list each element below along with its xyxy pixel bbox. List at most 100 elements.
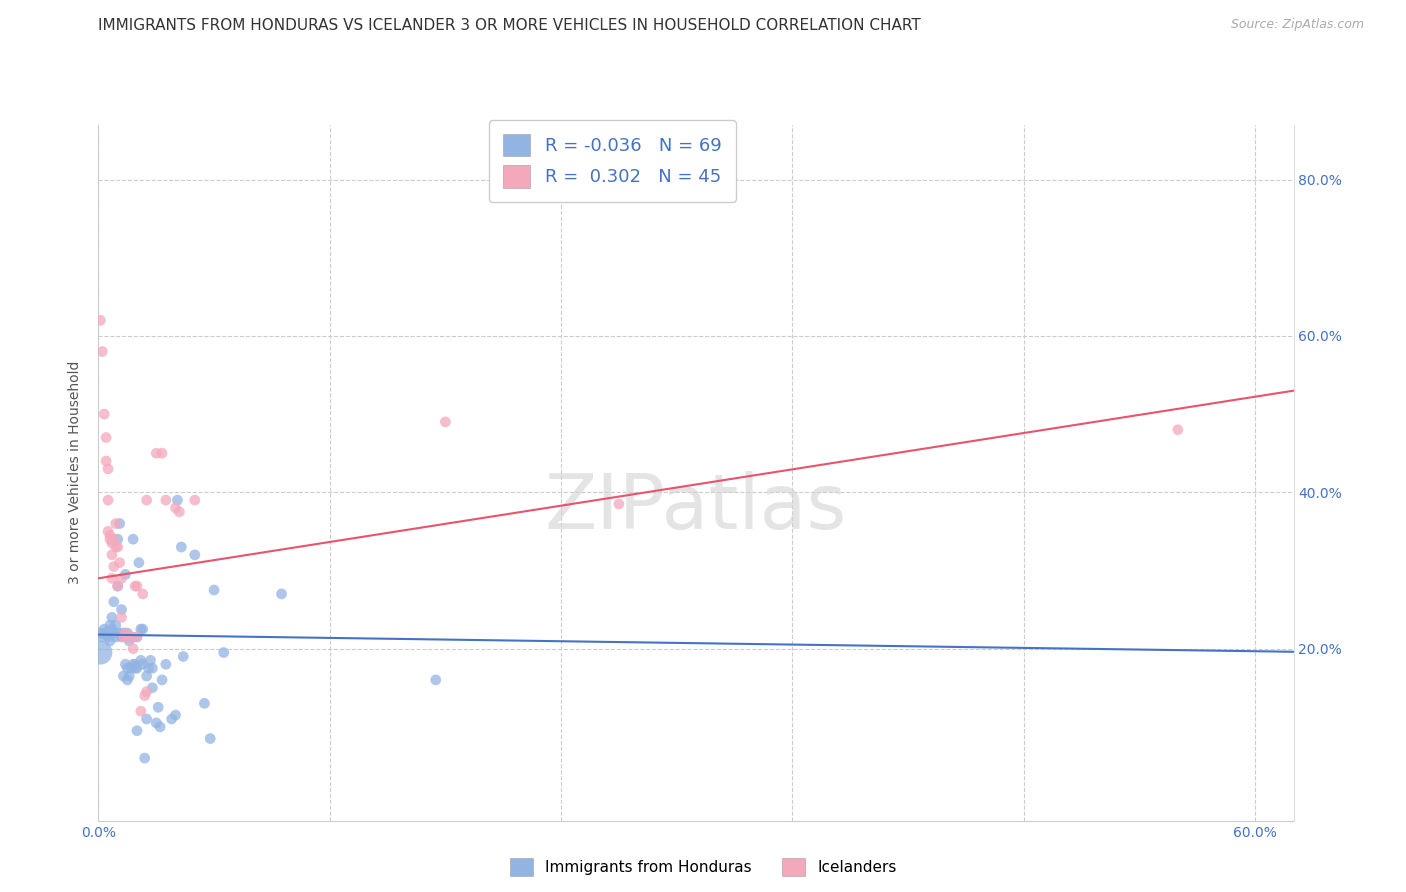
Point	[135, 712, 157, 726]
Point	[98, 532, 121, 546]
Point	[97, 630, 120, 644]
Point	[112, 630, 135, 644]
Legend: Immigrants from Honduras, Icelanders: Immigrants from Honduras, Icelanders	[503, 852, 903, 882]
Point	[101, 548, 124, 562]
Point	[110, 602, 132, 616]
Point	[141, 661, 163, 675]
Point	[141, 681, 163, 695]
Point	[165, 708, 187, 723]
Point	[120, 661, 142, 675]
Point	[129, 704, 152, 718]
Point	[101, 610, 124, 624]
Point	[166, 493, 188, 508]
Point	[124, 661, 146, 675]
Point	[97, 493, 120, 508]
Point	[425, 673, 447, 687]
Point	[165, 500, 187, 515]
Point	[212, 646, 235, 660]
Point	[125, 661, 148, 675]
Point	[193, 697, 215, 711]
Point	[124, 657, 146, 672]
Point	[124, 579, 146, 593]
Point	[138, 661, 160, 675]
Text: Source: ZipAtlas.com: Source: ZipAtlas.com	[1230, 18, 1364, 31]
Point	[117, 661, 139, 675]
Point	[122, 641, 145, 656]
Point	[134, 751, 156, 765]
Point	[129, 622, 152, 636]
Point	[110, 610, 132, 624]
Point	[117, 673, 139, 687]
Point	[112, 669, 135, 683]
Point	[89, 313, 111, 327]
Point	[93, 622, 115, 636]
Point	[118, 633, 141, 648]
Point	[120, 630, 142, 644]
Point	[172, 649, 194, 664]
Point	[134, 689, 156, 703]
Text: ZIPatlas: ZIPatlas	[544, 471, 848, 544]
Point	[434, 415, 457, 429]
Point	[94, 454, 117, 468]
Point	[107, 540, 129, 554]
Point	[104, 618, 127, 632]
Legend: R = -0.036   N = 69, R =  0.302   N = 45: R = -0.036 N = 69, R = 0.302 N = 45	[489, 120, 735, 202]
Point	[128, 556, 150, 570]
Point	[184, 548, 207, 562]
Point	[104, 630, 127, 644]
Point	[184, 493, 207, 508]
Point	[120, 630, 142, 644]
Point	[110, 571, 132, 585]
Point	[122, 532, 145, 546]
Point	[160, 712, 183, 726]
Point	[155, 657, 177, 672]
Point	[139, 653, 162, 667]
Point	[135, 669, 157, 683]
Point	[169, 505, 191, 519]
Point	[101, 571, 124, 585]
Point	[125, 630, 148, 644]
Point	[104, 516, 127, 531]
Point	[150, 673, 173, 687]
Point	[89, 626, 111, 640]
Point	[89, 646, 111, 660]
Point	[108, 626, 131, 640]
Point	[118, 669, 141, 683]
Point	[114, 567, 136, 582]
Point	[125, 630, 148, 644]
Point	[101, 622, 124, 636]
Point	[97, 624, 120, 639]
Text: IMMIGRANTS FROM HONDURAS VS ICELANDER 3 OR MORE VEHICLES IN HOUSEHOLD CORRELATIO: IMMIGRANTS FROM HONDURAS VS ICELANDER 3 …	[98, 18, 921, 33]
Point	[97, 524, 120, 539]
Point	[91, 630, 114, 644]
Point	[607, 497, 630, 511]
Point	[97, 462, 120, 476]
Point	[135, 684, 157, 698]
Point	[93, 626, 115, 640]
Point	[150, 446, 173, 460]
Point	[148, 700, 170, 714]
Point	[132, 587, 155, 601]
Point	[98, 618, 121, 632]
Point	[108, 556, 131, 570]
Point	[132, 622, 155, 636]
Point	[125, 579, 148, 593]
Point	[122, 657, 145, 672]
Point	[200, 731, 222, 746]
Point	[107, 579, 129, 593]
Point	[117, 630, 139, 644]
Point	[145, 715, 167, 730]
Point	[93, 407, 115, 421]
Point	[114, 657, 136, 672]
Point	[108, 516, 131, 531]
Point	[107, 532, 129, 546]
Point	[94, 627, 117, 641]
Point	[103, 626, 125, 640]
Point	[117, 626, 139, 640]
Point	[145, 446, 167, 460]
Point	[125, 723, 148, 738]
Point	[149, 720, 172, 734]
Point	[101, 536, 124, 550]
Point	[98, 528, 121, 542]
Point	[103, 595, 125, 609]
